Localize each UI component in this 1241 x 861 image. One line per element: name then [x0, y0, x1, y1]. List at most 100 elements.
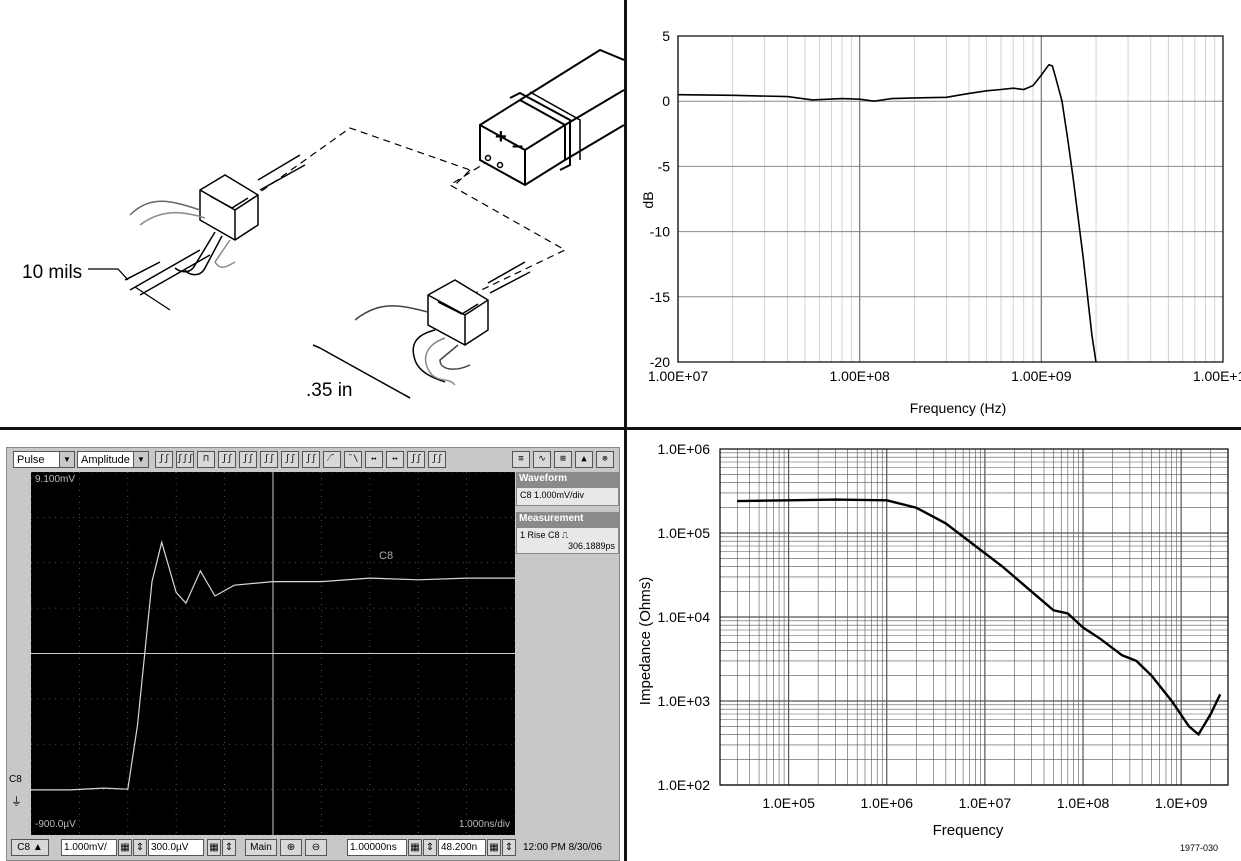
mode-select[interactable]: Pulse ▼	[13, 451, 75, 468]
fr-x-axis-label: Frequency (Hz)	[910, 400, 1006, 416]
width-label: 10 mils	[22, 262, 82, 283]
imp-x-axis-label: Frequency	[933, 822, 1004, 839]
side-panel: Waveform C8 1.000mV/div Measurement 1 Ri…	[516, 472, 619, 835]
timestamp: 12:00 PM 8/30/06	[523, 842, 602, 853]
zoom-in-icon[interactable]: ⊕	[280, 839, 302, 856]
measurement-type-button[interactable]: ʃʃ	[428, 451, 446, 468]
frequency-response-series	[677, 63, 1097, 363]
measurement-type-button[interactable]: ʃʃ	[407, 451, 425, 468]
spin-icon[interactable]: ⇕	[502, 839, 516, 856]
keypad-icon[interactable]: ▦	[118, 839, 132, 856]
measurement-panel-title: Measurement	[516, 512, 619, 527]
chevron-down-icon: ▼	[133, 452, 148, 467]
position-field[interactable]: 48.200n	[438, 839, 486, 856]
keypad-icon[interactable]: ▦	[487, 839, 501, 856]
measurement-type-button[interactable]: ʃʃ	[260, 451, 278, 468]
fr-y-tick-label: -20	[650, 354, 670, 370]
measurement-type-button[interactable]: ʃʃ	[302, 451, 320, 468]
probe-illustration: + – 10 mils .35 in	[0, 0, 624, 427]
time-div-label: 1.000ns/div	[459, 819, 510, 830]
spin-icon[interactable]: ⇕	[423, 839, 437, 856]
timebase-button[interactable]: Main	[245, 839, 277, 856]
panel-toggle-button[interactable]: ⊗	[596, 451, 614, 468]
spin-icon[interactable]: ⇕	[222, 839, 236, 856]
plus-symbol: +	[495, 126, 507, 148]
fr-y-tick-label: -15	[650, 289, 670, 305]
measurement-type-button[interactable]: ʃʃ	[239, 451, 257, 468]
imp-x-tick-label: 1.0E+08	[1057, 795, 1110, 811]
channel-ground-marker[interactable]: C8	[9, 774, 22, 785]
ground-icon: ⏚	[11, 796, 22, 808]
bottom-scale-label: -900.0µV	[35, 819, 76, 830]
waveform-panel-value[interactable]: C8 1.000mV/div	[516, 487, 619, 506]
fr-y-tick-label: 5	[662, 28, 670, 44]
fr-x-tick-label: 1.00E+09	[1011, 368, 1072, 384]
imp-x-tick-label: 1.0E+07	[959, 795, 1012, 811]
measurement-type-button[interactable]: ↔	[365, 451, 383, 468]
measurement-select[interactable]: Amplitude ▼	[77, 451, 149, 468]
fr-y-tick-label: -10	[650, 224, 670, 240]
imp-y-tick-label: 1.0E+03	[657, 693, 710, 709]
measurement-type-button[interactable]: ↔	[386, 451, 404, 468]
scope-graticule: 9.100mV -900.0µV 1.000ns/div C8	[30, 471, 516, 836]
fr-x-tick-label: 1.00E+10	[1193, 368, 1241, 384]
fr-y-tick-label: 0	[662, 93, 670, 109]
measurement-type-button[interactable]: ʃʃʃ	[176, 451, 194, 468]
measurement-select-value: Amplitude	[81, 454, 130, 466]
vertical-divider	[624, 0, 627, 861]
zoom-out-icon[interactable]: ⊖	[305, 839, 327, 856]
measurement-type-button[interactable]: ʃʃ	[218, 451, 236, 468]
measurement-type-button[interactable]: ⁄¯	[323, 451, 341, 468]
mode-select-value: Pulse	[17, 454, 45, 466]
panel-toggle-button[interactable]: ∿	[533, 451, 551, 468]
oscilloscope-window: Pulse ▼ Amplitude ▼ ʃʃ ʃʃʃ ⊓ ʃʃ ʃʃ ʃʃ ʃʃ ʃʃ ⁄¯ ¯\…	[0, 431, 624, 861]
measurement-type-button[interactable]: ʃʃ	[281, 451, 299, 468]
measurement-panel[interactable]: 1 Rise C8 ⎍ 306.1889ps	[516, 527, 619, 554]
scope-screen[interactable]: 9.100mV -900.0µV 1.000ns/div C8	[30, 471, 516, 836]
hdiv-field[interactable]: 1.00000ns	[347, 839, 407, 856]
scope-app: Pulse ▼ Amplitude ▼ ʃʃ ʃʃʃ ⊓ ʃʃ ʃʃ ʃʃ ʃʃ ʃʃ ⁄¯ ¯\…	[6, 447, 620, 861]
impedance-plot: 1.0E+05 1.0E+06 1.0E+07 1.0E+08 1.0E+09 1.0E+…	[637, 441, 1229, 853]
imp-x-tick-label: 1.0E+06	[860, 795, 913, 811]
fr-x-tick-label: 1.00E+08	[829, 368, 890, 384]
imp-x-tick-label: 1.0E+09	[1155, 795, 1208, 811]
figure-id: 1977-030	[1180, 843, 1218, 853]
waveform-trace	[31, 539, 515, 791]
fr-x-tick-label: 1.00E+07	[648, 368, 709, 384]
measurement-type-button[interactable]: ¯\	[344, 451, 362, 468]
scope-toolbar: Pulse ▼ Amplitude ▼ ʃʃ ʃʃʃ ⊓ ʃʃ ʃʃ ʃʃ ʃʃ ʃʃ ⁄¯ ¯\…	[7, 448, 619, 472]
panel-toggle-button[interactable]: ⊞	[554, 451, 572, 468]
frequency-response-chart: 1.00E+07 1.00E+08 1.00E+09 1.00E+10 5 0 -5 -10 -…	[628, 0, 1241, 427]
impedance-series	[737, 498, 1222, 737]
chevron-down-icon: ▼	[59, 452, 74, 467]
imp-y-tick-label: 1.0E+06	[657, 441, 710, 457]
imp-plot-frame	[719, 448, 1229, 786]
imp-y-tick-label: 1.0E+05	[657, 525, 710, 541]
panel-toggle-button[interactable]: ≡	[512, 451, 530, 468]
measurement-type-button[interactable]: ʃʃ	[155, 451, 173, 468]
imp-y-axis-label: Impedance (Ohms)	[637, 577, 654, 705]
channel-button[interactable]: C8 ▲	[11, 839, 49, 856]
measurement-value: 306.1889ps	[567, 541, 615, 551]
offset-field[interactable]: 300.0µV	[148, 839, 204, 856]
minus-symbol: –	[512, 135, 523, 157]
fr-y-axis-label: dB	[640, 191, 656, 208]
fr-y-tick-label: -5	[658, 158, 671, 174]
scope-bottom-bar: C8 ▲ 1.000mV/ ▦ ⇕ 300.0µV ▦ ⇕ Main ⊕ ⊖ 1…	[7, 835, 619, 860]
keypad-icon[interactable]: ▦	[207, 839, 221, 856]
measurement-type-button[interactable]: ⊓	[197, 451, 215, 468]
measurement-row: 1 Rise C8	[520, 530, 560, 540]
top-scale-label: 9.100mV	[35, 474, 75, 485]
impedance-chart: 1.0E+05 1.0E+06 1.0E+07 1.0E+08 1.0E+09 1.0E+…	[628, 431, 1241, 861]
spin-icon[interactable]: ⇕	[133, 839, 147, 856]
channel-trace-label: C8	[379, 550, 393, 562]
fr-plot-frame	[677, 35, 1224, 363]
spacing-label: .35 in	[306, 380, 352, 401]
keypad-icon[interactable]: ▦	[408, 839, 422, 856]
panel-toggle-button[interactable]: ▲	[575, 451, 593, 468]
probe-drawing: + – 10 mils .35 in	[22, 48, 624, 401]
vdiv-field[interactable]: 1.000mV/	[61, 839, 117, 856]
imp-y-tick-label: 1.0E+04	[657, 609, 710, 625]
waveform-panel-title: Waveform	[516, 472, 619, 487]
rise-edge-icon: ⎍	[562, 530, 569, 540]
